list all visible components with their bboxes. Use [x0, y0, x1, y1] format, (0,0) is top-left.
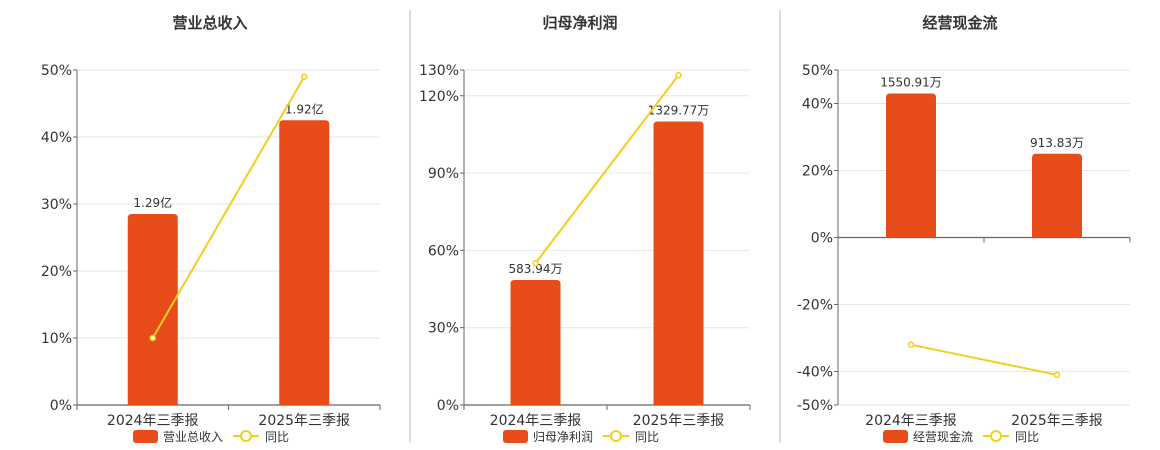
y-tick-label: 130% [419, 63, 459, 79]
legend-swatch-line-marker [990, 430, 1002, 442]
y-tick-label: -20% [797, 298, 833, 314]
legend-label-bar: 经营现金流 [913, 429, 973, 444]
legend-swatch-line-marker [610, 430, 622, 442]
legend-label-line: 同比 [635, 430, 659, 444]
legend-label-line: 同比 [1015, 430, 1039, 444]
y-tick-label: 120% [419, 89, 459, 105]
bar-data-label: 1329.77万 [648, 104, 710, 118]
chart-title: 营业总收入 [172, 14, 247, 32]
line-point [301, 73, 308, 80]
y-tick-label: -40% [797, 365, 833, 381]
line-point [532, 260, 539, 267]
x-tick-label: 2024年三季报 [865, 413, 957, 429]
legend-swatch-line-marker [240, 430, 252, 442]
x-tick-label: 2024年三季报 [107, 413, 199, 429]
legend-label-bar: 归母净利润 [533, 430, 593, 444]
y-tick-label: 40% [802, 97, 833, 113]
legend-label-line: 同比 [265, 430, 289, 444]
chart-3: 经营现金流 -50% -40% -20% 0% 20% 40% 50% 2024年三季报 2025… [797, 14, 1131, 444]
y-tick-label: 50% [41, 63, 72, 79]
chart-1: 营业总收入 0% 10% 20% 30% 40% 50% 2024年三季报 2025年三季报 1.… [41, 14, 381, 444]
line-point [675, 71, 682, 79]
bar-data-label: 1550.91万 [880, 75, 942, 89]
legend-swatch-bar [503, 430, 528, 443]
legend-label-bar: 营业总收入 [163, 430, 223, 444]
x-tick-label: 2025年三季报 [633, 413, 725, 429]
y-tick-label: 20% [802, 164, 833, 180]
bar-data-label: 1.29亿 [133, 195, 172, 210]
y-tick-label: 60% [428, 243, 459, 259]
line-point [149, 334, 156, 342]
bar [1032, 153, 1082, 238]
chart-title: 经营现金流 [922, 14, 997, 32]
line-point [907, 341, 915, 348]
bar-data-label: 583.94万 [509, 262, 563, 276]
y-tick-label: 0% [437, 398, 459, 414]
bar-data-label: 913.83万 [1030, 136, 1084, 150]
y-tick-label: 90% [428, 166, 459, 182]
line-point [1053, 371, 1061, 379]
y-tick-label: 30% [428, 321, 459, 337]
y-tick-label: 30% [41, 197, 72, 213]
y-tick-label: 40% [41, 130, 72, 146]
chart-title: 归母净利润 [542, 14, 617, 32]
legend-swatch-bar [883, 430, 908, 443]
x-tick-label: 2025年三季报 [1011, 413, 1103, 429]
x-tick-label: 2025年三季报 [258, 413, 350, 429]
y-tick-label: 10% [41, 331, 72, 347]
bar [127, 214, 178, 405]
y-tick-label: 50% [802, 63, 833, 79]
line-series-yoy [534, 74, 680, 264]
y-tick-label: 0% [811, 231, 833, 247]
y-tick-label: 0% [50, 398, 72, 414]
chart-2: 归母净利润 0% 30% 60% 90% 120% 130% 2024年三季报 2025年三季报… [419, 14, 751, 444]
line-series-yoy [151, 76, 306, 339]
bar [510, 280, 561, 405]
y-tick-label: -50% [797, 398, 833, 414]
bar-data-label: 1.92亿 [285, 101, 324, 116]
y-tick-label: 20% [41, 264, 72, 280]
legend-swatch-bar [133, 430, 158, 443]
x-tick-label: 2024年三季报 [490, 413, 582, 429]
bar [653, 121, 704, 406]
line-series-yoy [910, 343, 1058, 376]
bar [886, 93, 936, 238]
bar [279, 120, 330, 405]
